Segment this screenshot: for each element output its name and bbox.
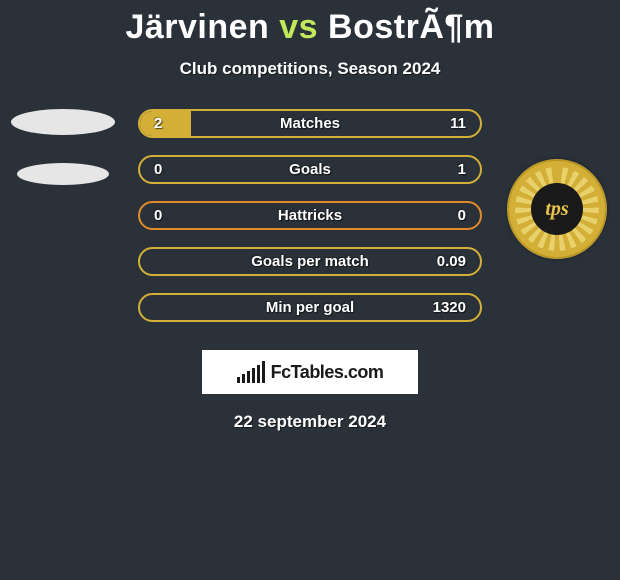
stat-label: Min per goal: [266, 299, 354, 316]
stat-right-value: 0.09: [437, 253, 466, 270]
stat-bar: Min per goal 1320: [138, 293, 482, 322]
stat-bars: 2 Matches 11 0 Goals 1 0 Hattricks 0 Goals per ma…: [138, 109, 482, 322]
comparison-title: Järvinen vs BostrÃ¶m: [0, 0, 620, 47]
stat-right-value: 1320: [433, 299, 466, 316]
stat-label: Goals: [289, 161, 331, 178]
crest-text: tps: [531, 183, 583, 235]
brand-chart-icon: [237, 361, 265, 383]
stat-bar: 0 Hattricks 0: [138, 201, 482, 230]
stat-bar: Goals per match 0.09: [138, 247, 482, 276]
stat-bar: 0 Goals 1: [138, 155, 482, 184]
stat-right-value: 1: [458, 161, 466, 178]
stat-left-value: 0: [154, 161, 162, 178]
stat-label: Hattricks: [278, 207, 342, 224]
stat-right-value: 0: [458, 207, 466, 224]
stat-label: Goals per match: [251, 253, 369, 270]
logo-placeholder-icon: [17, 163, 109, 185]
stats-stage: tps 2 Matches 11 0 Goals 1 0 Hattricks 0 Goals pe…: [0, 109, 620, 322]
stat-bar-fill: [140, 111, 191, 136]
stat-left-value: 0: [154, 207, 162, 224]
team-logo-right: tps: [502, 159, 612, 259]
stat-right-value: 11: [450, 115, 466, 132]
snapshot-date: 22 september 2024: [0, 412, 620, 432]
player1-name: Järvinen: [125, 8, 269, 46]
stat-label: Matches: [280, 115, 340, 132]
brand-box: FcTables.com: [202, 350, 418, 394]
logo-placeholder-icon: [11, 109, 115, 135]
brand-text: FcTables.com: [271, 362, 384, 383]
stat-bar: 2 Matches 11: [138, 109, 482, 138]
vs-label: vs: [279, 8, 318, 46]
player2-name: BostrÃ¶m: [328, 8, 494, 46]
stat-left-value: 2: [154, 115, 162, 132]
team-logo-left: [8, 109, 118, 185]
subtitle: Club competitions, Season 2024: [0, 59, 620, 79]
team-crest-icon: tps: [507, 159, 607, 259]
